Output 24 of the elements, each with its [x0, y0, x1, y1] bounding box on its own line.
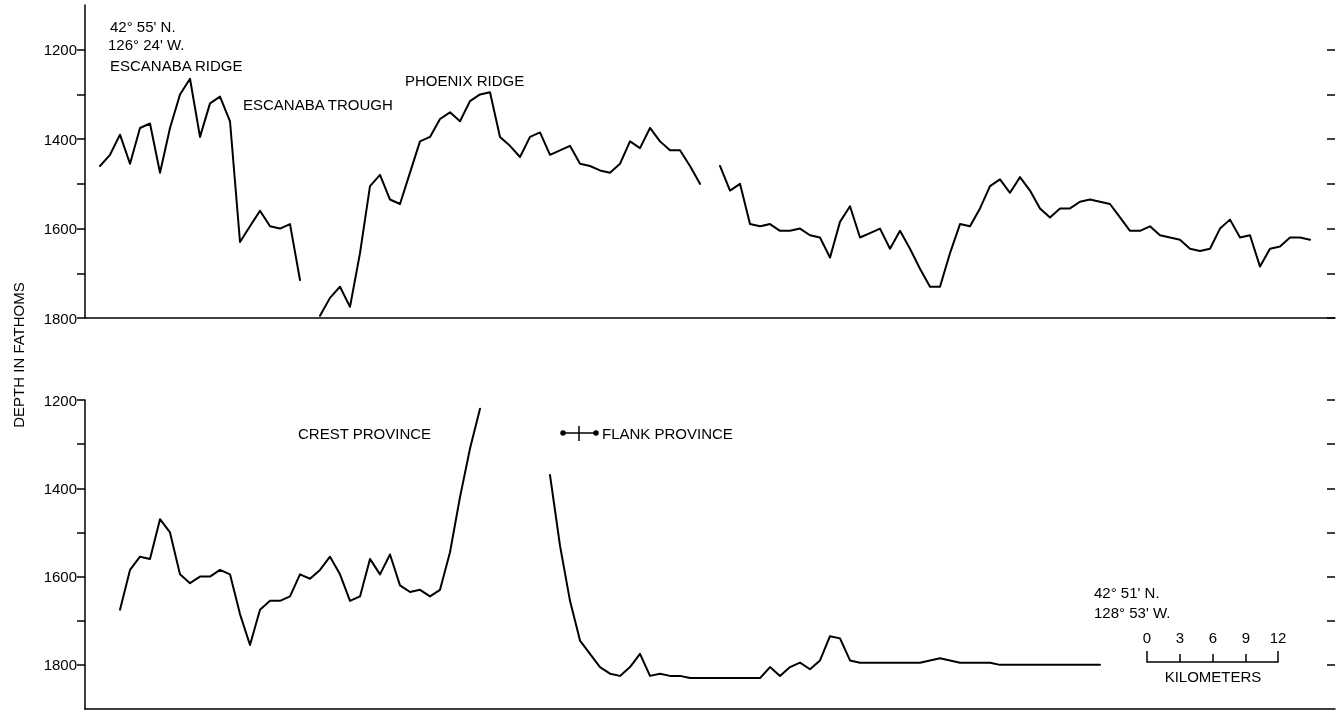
- annotation: 6: [1208, 628, 1218, 646]
- annotation: ESCANABA RIDGE: [110, 56, 243, 74]
- y-tick-label: 1800: [43, 309, 77, 327]
- annotation: 3: [1175, 628, 1185, 646]
- annotation: FLANK PROVINCE: [602, 424, 733, 442]
- annotation: 128° 53' W.: [1094, 603, 1171, 621]
- annotation: 9: [1241, 628, 1251, 646]
- annotation: 12: [1269, 628, 1287, 646]
- y-tick-label: 1800: [43, 656, 77, 674]
- annotation: 0: [1142, 628, 1152, 646]
- annotation: PHOENIX RIDGE: [405, 71, 525, 89]
- annotation: 126° 24' W.: [108, 35, 185, 53]
- annotation: 42° 55' N.: [110, 17, 176, 35]
- y-tick-label: 1200: [43, 391, 77, 409]
- y-axis-title: DEPTH IN FATHOMS: [9, 282, 27, 428]
- annotation: ESCANABA TROUGH: [243, 95, 393, 113]
- y-tick-label: 1600: [43, 220, 77, 238]
- y-tick-label: 1200: [43, 41, 77, 59]
- annotation: 42° 51' N.: [1094, 583, 1160, 601]
- y-tick-label: 1600: [43, 568, 77, 586]
- y-tick-label: 1400: [43, 479, 77, 497]
- annotation: CREST PROVINCE: [298, 424, 432, 442]
- annotation: KILOMETERS: [1164, 667, 1262, 685]
- y-tick-label: 1400: [43, 130, 77, 148]
